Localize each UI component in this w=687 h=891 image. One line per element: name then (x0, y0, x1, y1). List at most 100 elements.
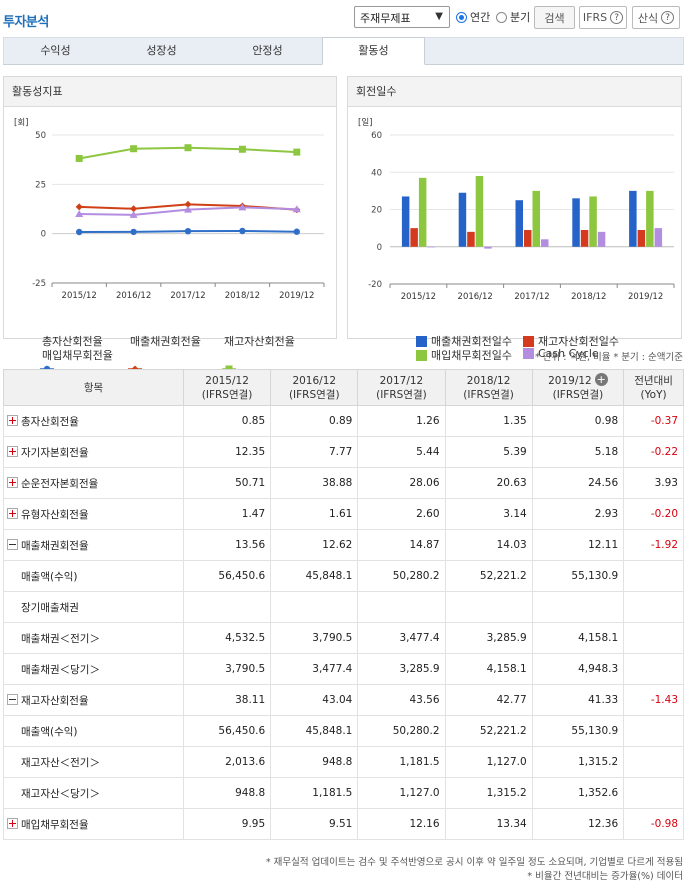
value-cell: 1,352.6 (531, 777, 625, 809)
value-cell: 56,450.6 (182, 560, 272, 592)
data-point[interactable] (184, 200, 192, 208)
table-row: 매출액(수익) 56,450.6 45,848.1 50,280.2 52,221.2 5… (3, 560, 684, 592)
tab-stability[interactable]: 안정성 (216, 38, 319, 64)
header-label: 2017/12 (379, 374, 424, 387)
row-label-cell[interactable]: 재고자산회전율 (3, 684, 184, 716)
search-button[interactable]: 검색 (534, 6, 575, 29)
data-point[interactable] (129, 210, 138, 218)
data-point[interactable] (184, 144, 192, 152)
value-cell: 948.8 (270, 746, 359, 778)
value-cell: 52,221.2 (444, 715, 533, 747)
bar[interactable] (654, 228, 663, 247)
data-point[interactable] (239, 227, 246, 235)
expand-icon[interactable] (7, 476, 18, 488)
bar[interactable] (418, 177, 427, 247)
tab-profitability[interactable]: 수익성 (4, 38, 107, 64)
period-quarter-radio[interactable]: 분기 (496, 10, 530, 24)
tab-label: 수익성 (40, 44, 71, 57)
value-cell: 13.56 (182, 529, 272, 561)
value-cell: 3,285.9 (357, 653, 446, 685)
data-point[interactable] (238, 203, 247, 211)
table-row: 매출액(수익) 56,450.6 45,848.1 50,280.2 52,221.2 5… (3, 715, 684, 747)
expand-icon[interactable] (7, 507, 18, 519)
row-label-cell: 매출채권＜전기＞ (3, 622, 184, 654)
value-cell: 13.34 (444, 808, 533, 840)
table-row: 재고자산＜당기＞ 948.8 1,181.5 1,127.0 1,315.2 1,352.… (3, 777, 684, 809)
data-point[interactable] (238, 145, 246, 153)
value-cell: 14.87 (357, 529, 446, 561)
bar[interactable] (401, 196, 410, 247)
bar[interactable] (532, 190, 541, 247)
period-annual-radio[interactable]: 연간 (456, 10, 490, 24)
data-point[interactable] (75, 154, 83, 162)
y-tick-label: -20 (368, 280, 382, 290)
data-point[interactable] (293, 148, 301, 156)
bar[interactable] (484, 246, 492, 249)
activity-chart-title: 활동성지표 (4, 77, 336, 107)
row-label-cell[interactable]: 자기자본회전율 (3, 436, 184, 468)
ifrs-button[interactable]: IFRS ? (579, 6, 627, 29)
bar[interactable] (597, 231, 606, 247)
legend-swatch-icon (416, 335, 427, 347)
data-point[interactable] (130, 145, 138, 153)
data-point[interactable] (130, 228, 137, 236)
tab-growth[interactable]: 성장성 (110, 38, 213, 64)
bar[interactable] (629, 190, 637, 247)
bar[interactable] (458, 192, 467, 247)
value-cell: 50.71 (182, 467, 272, 499)
bar[interactable] (572, 198, 580, 247)
data-point[interactable] (293, 228, 300, 235)
bar[interactable] (524, 229, 532, 247)
data-point[interactable] (184, 227, 192, 235)
bar[interactable] (475, 175, 484, 247)
table-row: 매입채무회전율 9.95 9.51 12.16 13.34 12.36 -0.98 (3, 808, 684, 840)
row-label: 자기자본회전율 (21, 446, 89, 459)
value-cell: 9.51 (270, 808, 359, 840)
bar[interactable] (646, 190, 654, 247)
x-tick-label: 2019/12 (279, 291, 314, 301)
bar[interactable] (589, 196, 597, 247)
data-point[interactable] (75, 203, 83, 211)
bar[interactable] (541, 239, 549, 247)
data-point[interactable] (76, 228, 83, 236)
tab-activity[interactable]: 활동성 (322, 37, 425, 65)
formula-button[interactable]: 산식 ? (632, 6, 680, 29)
value-cell: 1,315.2 (444, 777, 533, 809)
data-point[interactable] (184, 205, 192, 213)
row-label-cell[interactable]: 총자산회전율 (3, 405, 184, 437)
yoy-cell: -0.98 (623, 808, 684, 840)
expand-icon[interactable] (7, 445, 18, 457)
data-point[interactable] (292, 205, 301, 213)
row-label-cell[interactable]: 유형자산회전율 (3, 498, 184, 530)
header-sublabel: (IFRS연결) (201, 388, 253, 401)
legend-label: 재고자산회전율 (224, 335, 295, 348)
expand-icon[interactable] (7, 414, 18, 426)
y-tick-label: 25 (35, 180, 46, 190)
bar[interactable] (637, 229, 646, 247)
expand-columns-icon[interactable]: + (594, 373, 608, 386)
collapse-icon[interactable] (7, 538, 18, 550)
row-label: 매출채권＜전기＞ (21, 632, 100, 645)
bar[interactable] (467, 231, 475, 247)
row-label-cell[interactable]: 매출채권회전율 (3, 529, 184, 561)
row-label: 순운전자본회전율 (21, 477, 99, 490)
data-point[interactable] (75, 210, 84, 218)
expand-icon[interactable] (7, 817, 18, 829)
collapse-icon[interactable] (7, 693, 18, 705)
row-label-cell[interactable]: 순운전자본회전율 (3, 467, 184, 499)
x-tick-label: 2019/12 (628, 292, 663, 302)
report-type-select[interactable]: 주재무제표 ▼ (354, 6, 450, 28)
value-cell: 45,848.1 (270, 715, 359, 747)
row-label-cell: 재고자산＜전기＞ (3, 746, 184, 778)
period-annual-label: 연간 (470, 11, 491, 24)
value-cell: 12.62 (270, 529, 359, 561)
y-axis-unit: [회] (14, 118, 28, 128)
row-label-cell[interactable]: 매입채무회전율 (3, 808, 184, 840)
bar[interactable] (580, 229, 589, 247)
bar[interactable] (410, 228, 418, 247)
bar[interactable] (515, 200, 524, 247)
data-point[interactable] (130, 205, 138, 213)
y-tick-label: 0 (377, 243, 382, 253)
row-label-cell: 장기매출채권 (3, 591, 184, 623)
bar[interactable] (427, 246, 435, 248)
